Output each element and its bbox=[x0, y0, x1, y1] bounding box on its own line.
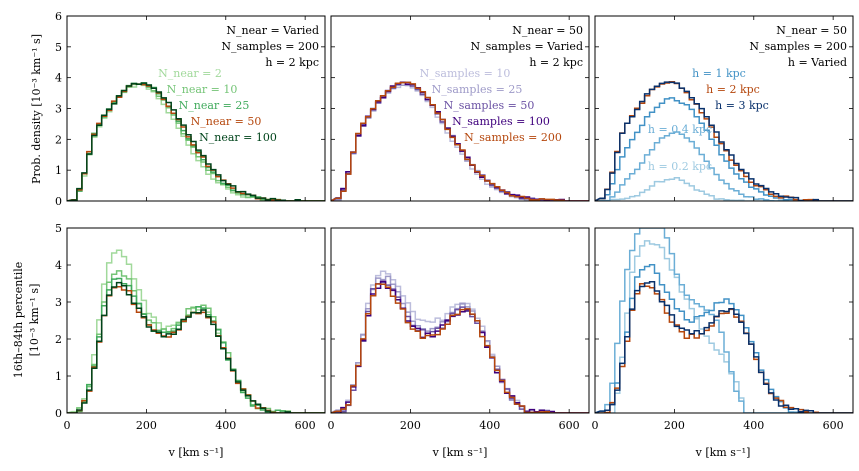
series-line-top-left-4 bbox=[67, 82, 325, 201]
annotation-line: N_samples = 200 bbox=[749, 40, 847, 53]
series-line-bottom-middle-2 bbox=[331, 281, 589, 413]
x-tick-label: 0 bbox=[64, 419, 71, 432]
legend-label: h = 2 kpc bbox=[706, 83, 760, 96]
series-line-top-middle-4 bbox=[331, 81, 589, 201]
x-tick-label: 600 bbox=[823, 419, 844, 432]
legend-label: N_near = 2 bbox=[158, 67, 222, 80]
y-tick-label: 5 bbox=[55, 222, 62, 235]
annotation-line: h = 2 kpc bbox=[265, 56, 319, 69]
y-tick-label: 2 bbox=[55, 133, 62, 146]
axes-frame bbox=[330, 227, 590, 414]
y-tick-label: 3 bbox=[55, 103, 62, 116]
y-tick-label: 2 bbox=[55, 333, 62, 346]
series-line-bottom-right-4 bbox=[595, 280, 853, 413]
annotation-line: N_samples = 200 bbox=[221, 40, 319, 53]
series-line-top-right-2 bbox=[595, 97, 853, 201]
x-tick-label: 0 bbox=[592, 419, 599, 432]
chart-panel-bottom-left: 0 200 400 600 0 1 2 3 4 5 bbox=[55, 222, 326, 432]
y-tick-label: 4 bbox=[55, 72, 62, 85]
series-line-bottom-right-2 bbox=[595, 263, 853, 413]
chart-panel-top-right: N_near = 50 N_samples = 200 h = Varied h = … bbox=[594, 15, 854, 202]
legend-label: N_samples = 200 bbox=[464, 131, 562, 144]
legend-label: N_samples = 10 bbox=[420, 67, 511, 80]
legend-label: N_samples = 50 bbox=[444, 99, 535, 112]
y-tick-label: 6 bbox=[55, 10, 62, 23]
annotation-line: h = 2 kpc bbox=[529, 56, 583, 69]
xlabel-middle: v [km s⁻¹] bbox=[432, 446, 488, 459]
series-line-bottom-middle-0 bbox=[331, 270, 589, 413]
series-line-bottom-left-1 bbox=[67, 270, 325, 413]
x-tick-label: 200 bbox=[664, 419, 685, 432]
series-line-bottom-middle-4 bbox=[331, 283, 589, 413]
series-line-bottom-right-1 bbox=[595, 228, 853, 413]
y-tick-label: 0 bbox=[55, 407, 62, 420]
chart-panel-bottom-right: 0 200 400 600 bbox=[592, 227, 854, 432]
x-tick-label: 200 bbox=[136, 419, 157, 432]
annotation-line: N_samples = Varied bbox=[470, 40, 583, 53]
y-tick-label: 0 bbox=[55, 195, 62, 208]
x-tick-label: 600 bbox=[295, 419, 316, 432]
series-line-bottom-right-0 bbox=[595, 240, 853, 413]
series-line-bottom-middle-1 bbox=[331, 275, 589, 413]
legend-label: h = 1 kpc bbox=[692, 67, 746, 80]
series-line-bottom-left-4 bbox=[67, 281, 325, 413]
legend-label: h = 3 kpc bbox=[715, 99, 769, 112]
annotation-line: N_near = 50 bbox=[512, 24, 583, 37]
y-tick-label: 4 bbox=[55, 259, 62, 272]
legend-label: N_near = 25 bbox=[179, 99, 250, 112]
legend-label: N_samples = 100 bbox=[452, 115, 550, 128]
series-line-bottom-middle-3 bbox=[331, 280, 589, 413]
chart-panel-top-middle: N_near = 50 N_samples = Varied h = 2 kpc N_… bbox=[330, 15, 590, 202]
y-tick-label: 1 bbox=[55, 164, 62, 177]
y-tick-label: 1 bbox=[55, 370, 62, 383]
legend-label: N_near = 10 bbox=[167, 83, 238, 96]
legend-label: N_near = 100 bbox=[199, 131, 277, 144]
annotation-line: h = Varied bbox=[788, 56, 847, 69]
legend-label: N_near = 50 bbox=[191, 115, 262, 128]
x-tick-label: 400 bbox=[215, 419, 236, 432]
y-tick-label: 3 bbox=[55, 296, 62, 309]
series-line-bottom-left-0 bbox=[67, 249, 325, 413]
x-tick-label: 400 bbox=[479, 419, 500, 432]
axes-frame bbox=[594, 227, 854, 414]
ylabel-top: Prob. density [10⁻³ km⁻¹ s] bbox=[30, 34, 43, 184]
x-tick-label: 200 bbox=[400, 419, 421, 432]
legend-label: N_samples = 25 bbox=[432, 83, 523, 96]
series-line-top-right-0 bbox=[595, 177, 853, 201]
ylabel-bottom-line1: 16th–84th percentile bbox=[12, 262, 25, 379]
axes-frame bbox=[66, 227, 326, 414]
x-tick-label: 0 bbox=[328, 419, 335, 432]
ylabel-bottom-line2: [10⁻³ km⁻¹ s] bbox=[28, 284, 41, 357]
legend-label: h = 0.2 kpc bbox=[648, 160, 712, 173]
xlabel-left: v [km s⁻¹] bbox=[168, 446, 224, 459]
legend-label: h = 0.4 kpc bbox=[648, 123, 712, 136]
series-line-bottom-left-2 bbox=[67, 277, 325, 413]
annotation-line: N_near = 50 bbox=[776, 24, 847, 37]
x-tick-label: 400 bbox=[743, 419, 764, 432]
y-tick-label: 5 bbox=[55, 41, 62, 54]
annotation-line: N_near = Varied bbox=[226, 24, 319, 37]
chart-panel-top-left: 0 1 2 3 4 5 6 N_near = Varied N_samples = 200 h =… bbox=[55, 10, 326, 208]
series-line-top-right-4 bbox=[595, 81, 853, 201]
xlabel-right: v [km s⁻¹] bbox=[695, 446, 751, 459]
chart-panel-bottom-middle: 0 200 400 600 bbox=[328, 227, 590, 432]
x-tick-label: 600 bbox=[559, 419, 580, 432]
